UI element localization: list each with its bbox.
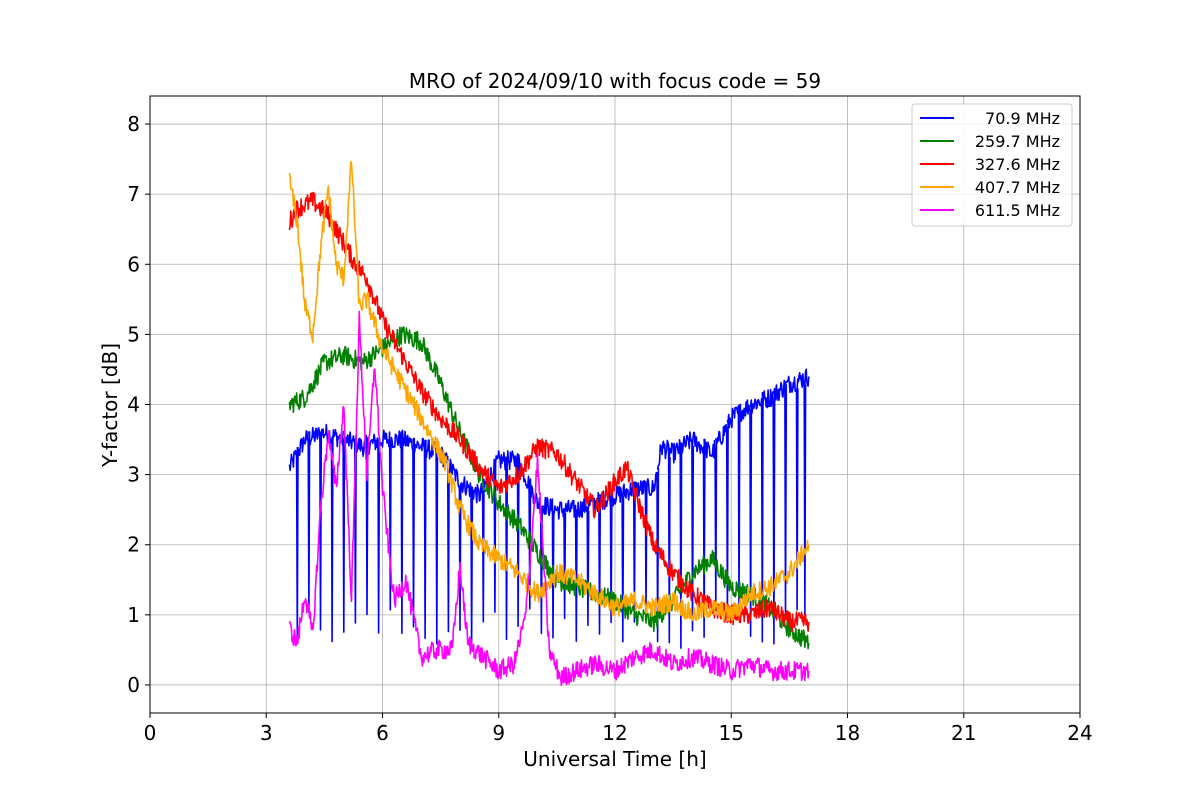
x-tick-label: 24 (1067, 721, 1092, 745)
chart-title: MRO of 2024/09/10 with focus code = 59 (409, 69, 821, 93)
legend-label: 327.6 MHz (975, 155, 1060, 174)
series-line-4 (288, 160, 810, 622)
x-tick-label: 18 (835, 721, 860, 745)
y-tick-label: 6 (127, 252, 140, 276)
y-tick-label: 2 (127, 533, 140, 557)
series-line-5 (288, 310, 810, 687)
series-line-2 (288, 326, 810, 650)
y-tick-label: 5 (127, 322, 140, 346)
series-layer (288, 160, 810, 687)
legend-label: 407.7 MHz (975, 178, 1060, 197)
y-tick-label: 1 (127, 603, 140, 627)
x-tick-label: 6 (376, 721, 389, 745)
x-tick-label: 15 (719, 721, 744, 745)
series-line-1 (288, 368, 810, 649)
y-tick-label: 4 (127, 393, 140, 417)
y-tick-label: 0 (127, 673, 140, 697)
x-tick-label: 3 (260, 721, 273, 745)
x-tick-label: 21 (951, 721, 976, 745)
y-ticks: 0 1 2 3 4 5 6 7 8 (127, 112, 150, 697)
x-tick-label: 9 (492, 721, 505, 745)
legend-label: 259.7 MHz (975, 132, 1060, 151)
y-tick-label: 8 (127, 112, 140, 136)
legend-label: 611.5 MHz (975, 201, 1060, 220)
x-axis-label: Universal Time [h] (523, 747, 706, 771)
x-ticks: 0 3 6 9 12 15 18 21 24 (144, 713, 1093, 745)
y-tick-label: 7 (127, 182, 140, 206)
legend-label: 70.9 MHz (985, 109, 1060, 128)
y-tick-label: 3 (127, 463, 140, 487)
y-axis-label: Y-factor [dB] (98, 343, 122, 468)
x-tick-label: 12 (602, 721, 627, 745)
legend-box (911, 103, 1073, 227)
legend: 70.9 MHz 259.7 MHz 327.6 MHz 407.7 MHz 611.5… (911, 103, 1073, 227)
x-tick-label: 0 (144, 721, 157, 745)
